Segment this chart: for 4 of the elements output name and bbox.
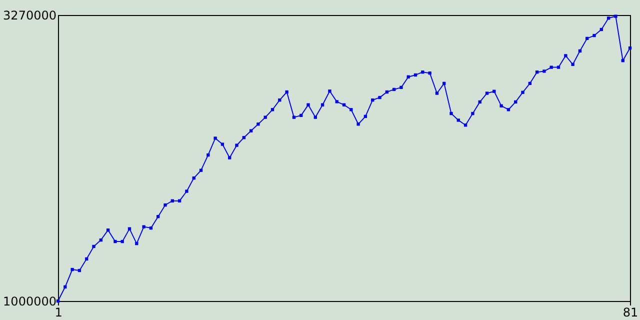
x-tick-label: 1 — [54, 306, 62, 320]
y-tick-label: 3270000 — [3, 8, 56, 22]
y-tick-label: 1000000 — [3, 294, 56, 308]
x-tick-label: 81 — [622, 306, 638, 320]
